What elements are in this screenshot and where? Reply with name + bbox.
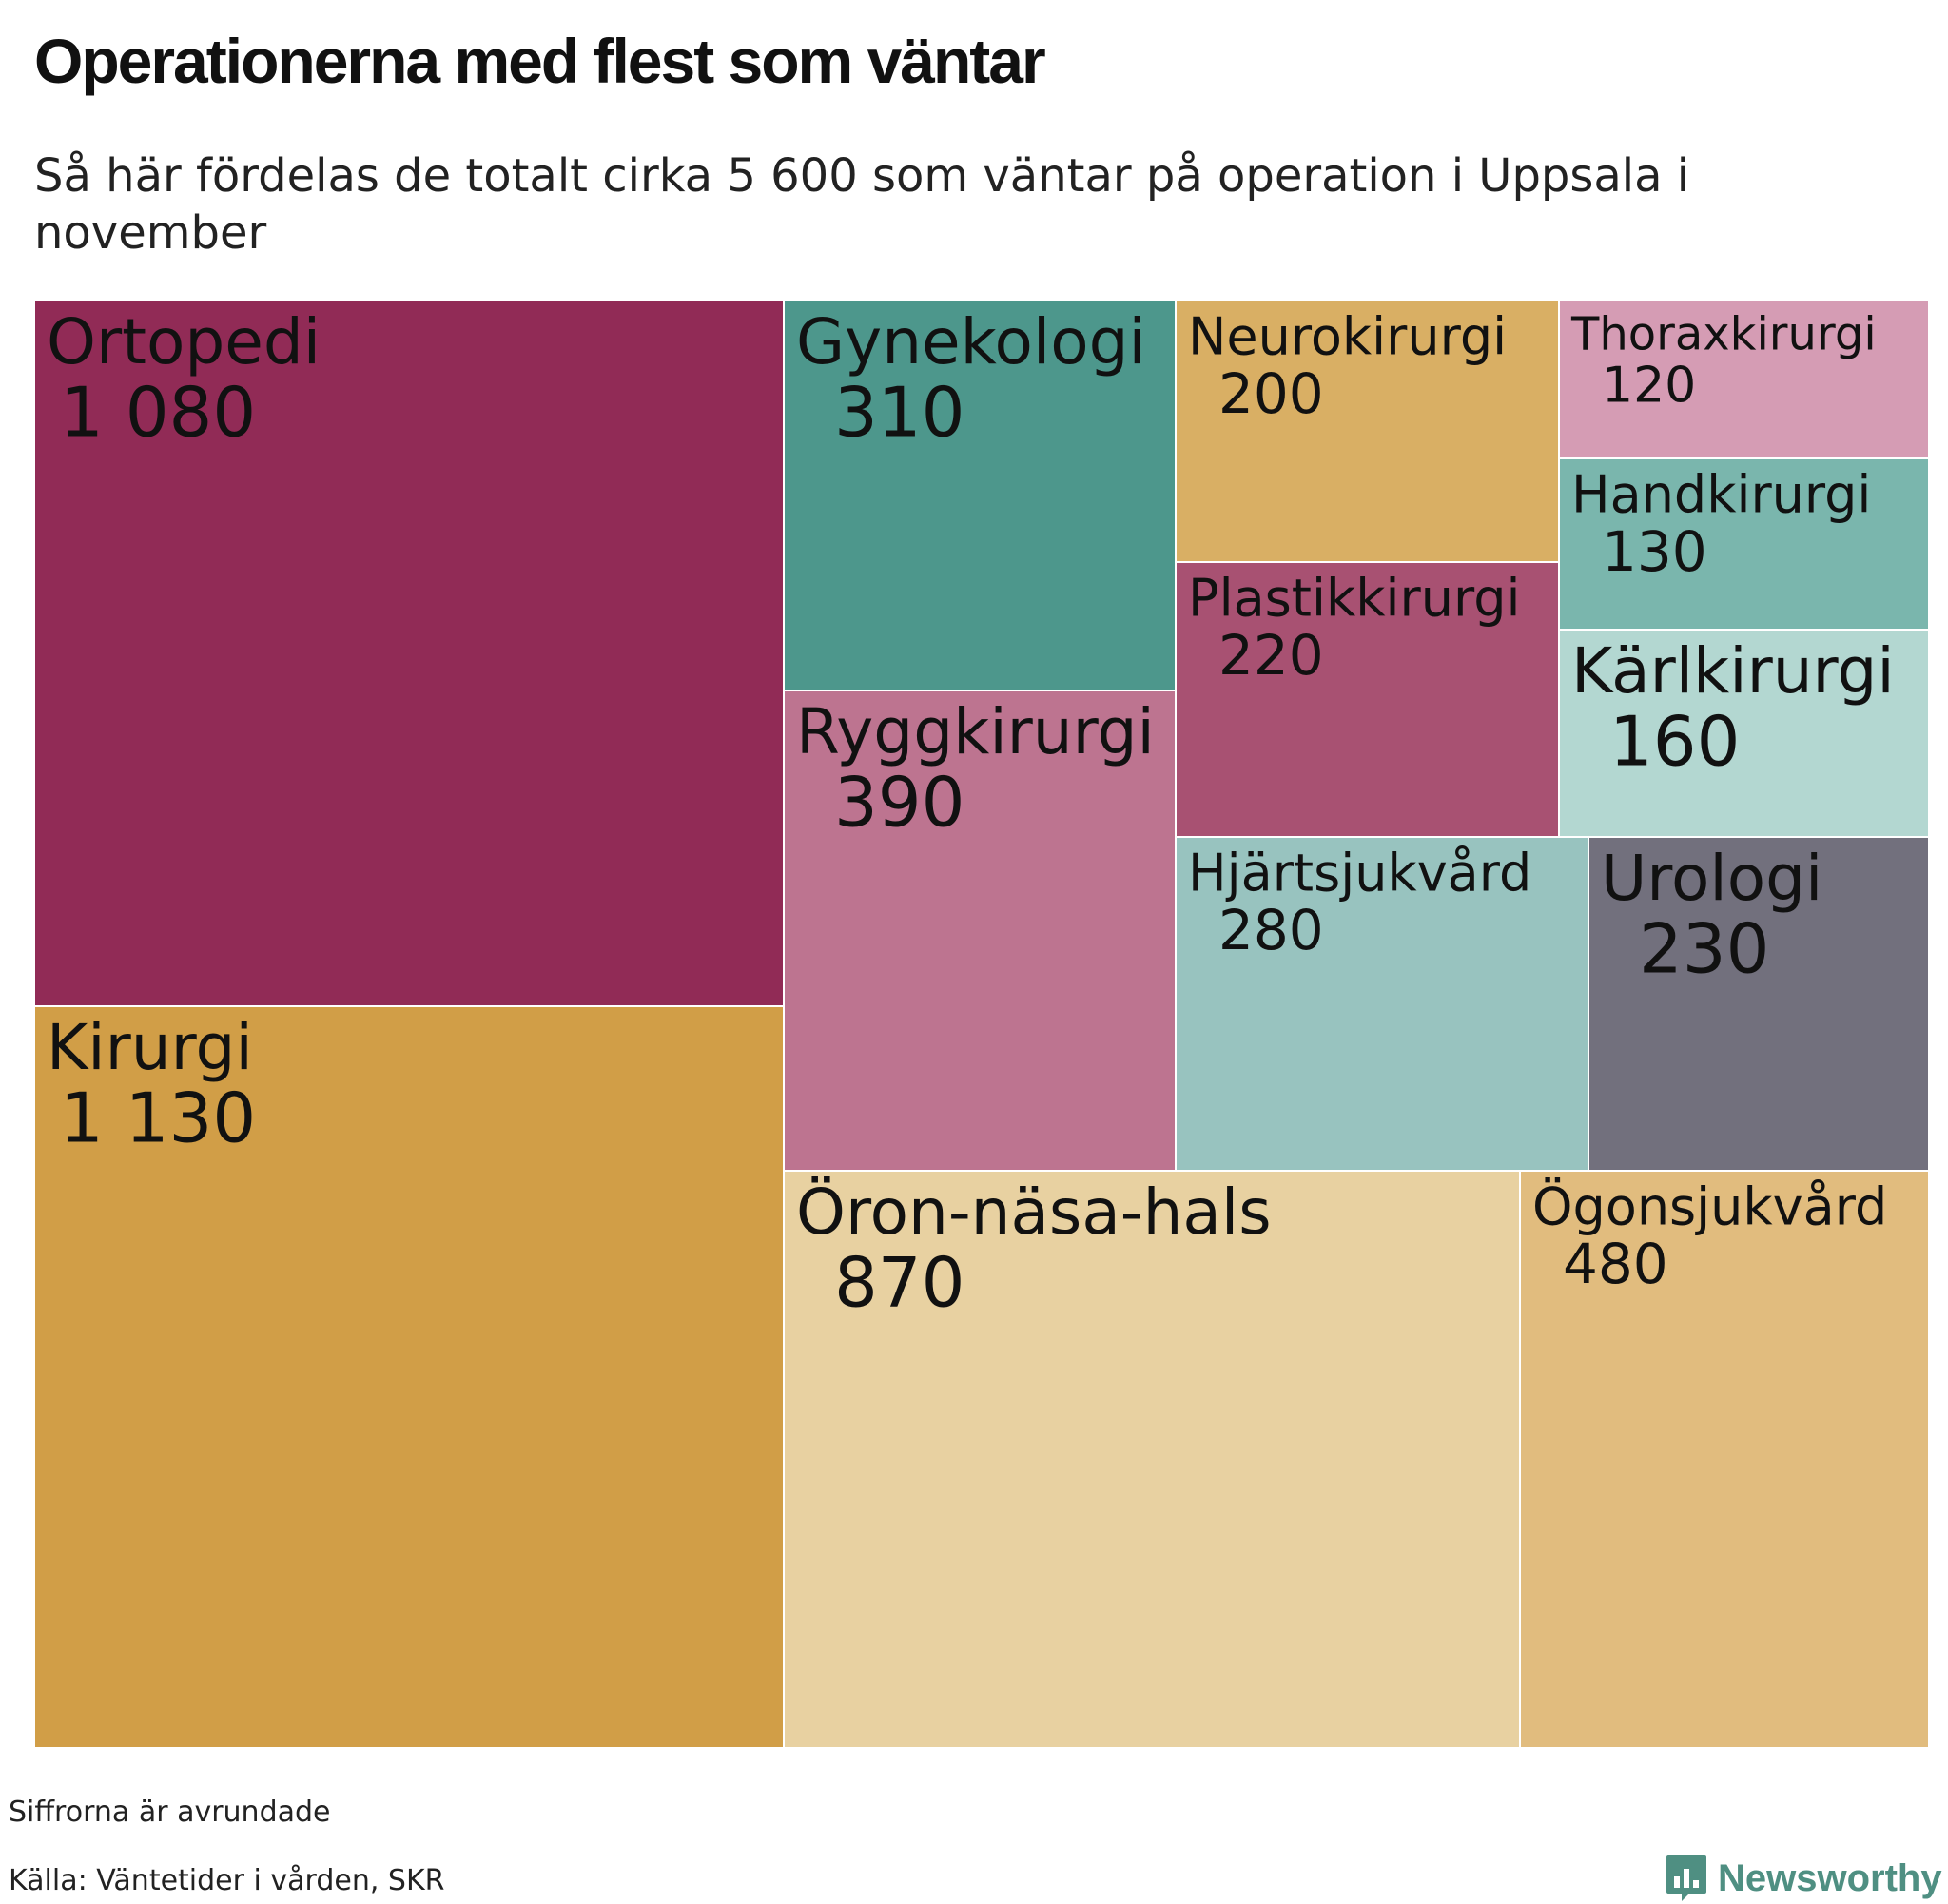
treemap-value-neurokirurgi: 200	[1218, 361, 1324, 426]
treemap-value-thoraxkirurgi: 120	[1602, 358, 1696, 415]
treemap-label-oron-nasa-hals: Öron-näsa-hals	[796, 1175, 1272, 1249]
treemap-rect-karlkirurgi	[1558, 629, 1930, 838]
chart-subtitle: Så här fördelas de totalt cirka 5 600 so…	[34, 149, 1690, 260]
treemap-label-ogonsjukvard: Ögonsjukvård	[1532, 1176, 1887, 1236]
treemap-value-ryggkirurgi: 390	[834, 763, 964, 843]
treemap-label-neurokirurgi: Neurokirurgi	[1188, 306, 1507, 366]
treemap-rect-thoraxkirurgi	[1558, 300, 1930, 459]
treemap-label-urologi: Urologi	[1601, 842, 1822, 915]
treemap-value-plastikkirurgi: 220	[1218, 623, 1324, 688]
treemap-label-hjartsjukvard: Hjärtsjukvård	[1188, 843, 1531, 903]
treemap-rect-oron-nasa-hals	[783, 1170, 1521, 1749]
treemap-value-handkirurgi: 130	[1602, 519, 1707, 584]
treemap-rect-hjartsjukvard	[1175, 836, 1589, 1172]
treemap-rect-kirurgi	[33, 1005, 785, 1749]
treemap-value-gynekologi: 310	[834, 373, 964, 453]
bar-chart-speech-bubble-icon	[1666, 1855, 1706, 1901]
treemap-rect-handkirurgi	[1558, 457, 1930, 631]
treemap-label-kirurgi: Kirurgi	[47, 1011, 253, 1084]
treemap-label-ryggkirurgi: Ryggkirurgi	[796, 695, 1155, 768]
treemap-label-gynekologi: Gynekologi	[796, 305, 1146, 379]
footnote: Siffrorna är avrundade	[9, 1796, 331, 1829]
treemap-rect-urologi	[1588, 836, 1930, 1172]
treemap-rect-gynekologi	[783, 300, 1177, 691]
treemap-value-urologi: 230	[1639, 909, 1769, 989]
treemap-value-ogonsjukvard: 480	[1563, 1232, 1668, 1296]
treemap-label-plastikkirurgi: Plastikkirurgi	[1188, 568, 1520, 628]
brand-name: Newsworthy	[1718, 1856, 1942, 1899]
treemap-rect-neurokirurgi	[1175, 300, 1560, 563]
treemap-value-karlkirurgi: 160	[1609, 702, 1740, 782]
treemap-value-hjartsjukvard: 280	[1218, 898, 1324, 962]
treemap-value-kirurgi: 1 130	[60, 1078, 256, 1158]
treemap-value-ortopedi: 1 080	[60, 373, 256, 453]
brand-logo: Newsworthy	[1665, 1853, 1942, 1904]
treemap-rect-ogonsjukvard	[1519, 1170, 1930, 1749]
treemap-value-oron-nasa-hals: 870	[834, 1243, 964, 1323]
treemap-label-karlkirurgi: Kärlkirurgi	[1571, 634, 1895, 708]
source-credit: Källa: Väntetider i vården, SKR	[9, 1864, 445, 1897]
treemap-rect-ryggkirurgi	[783, 690, 1177, 1172]
chart-title: Operationerna med flest som väntar	[34, 26, 1046, 96]
treemap-label-ortopedi: Ortopedi	[47, 305, 321, 379]
treemap-rect-ortopedi	[33, 300, 785, 1007]
treemap-rect-plastikkirurgi	[1175, 561, 1560, 838]
treemap-label-thoraxkirurgi: Thoraxkirurgi	[1570, 307, 1877, 360]
treemap-label-handkirurgi: Handkirurgi	[1571, 464, 1871, 524]
